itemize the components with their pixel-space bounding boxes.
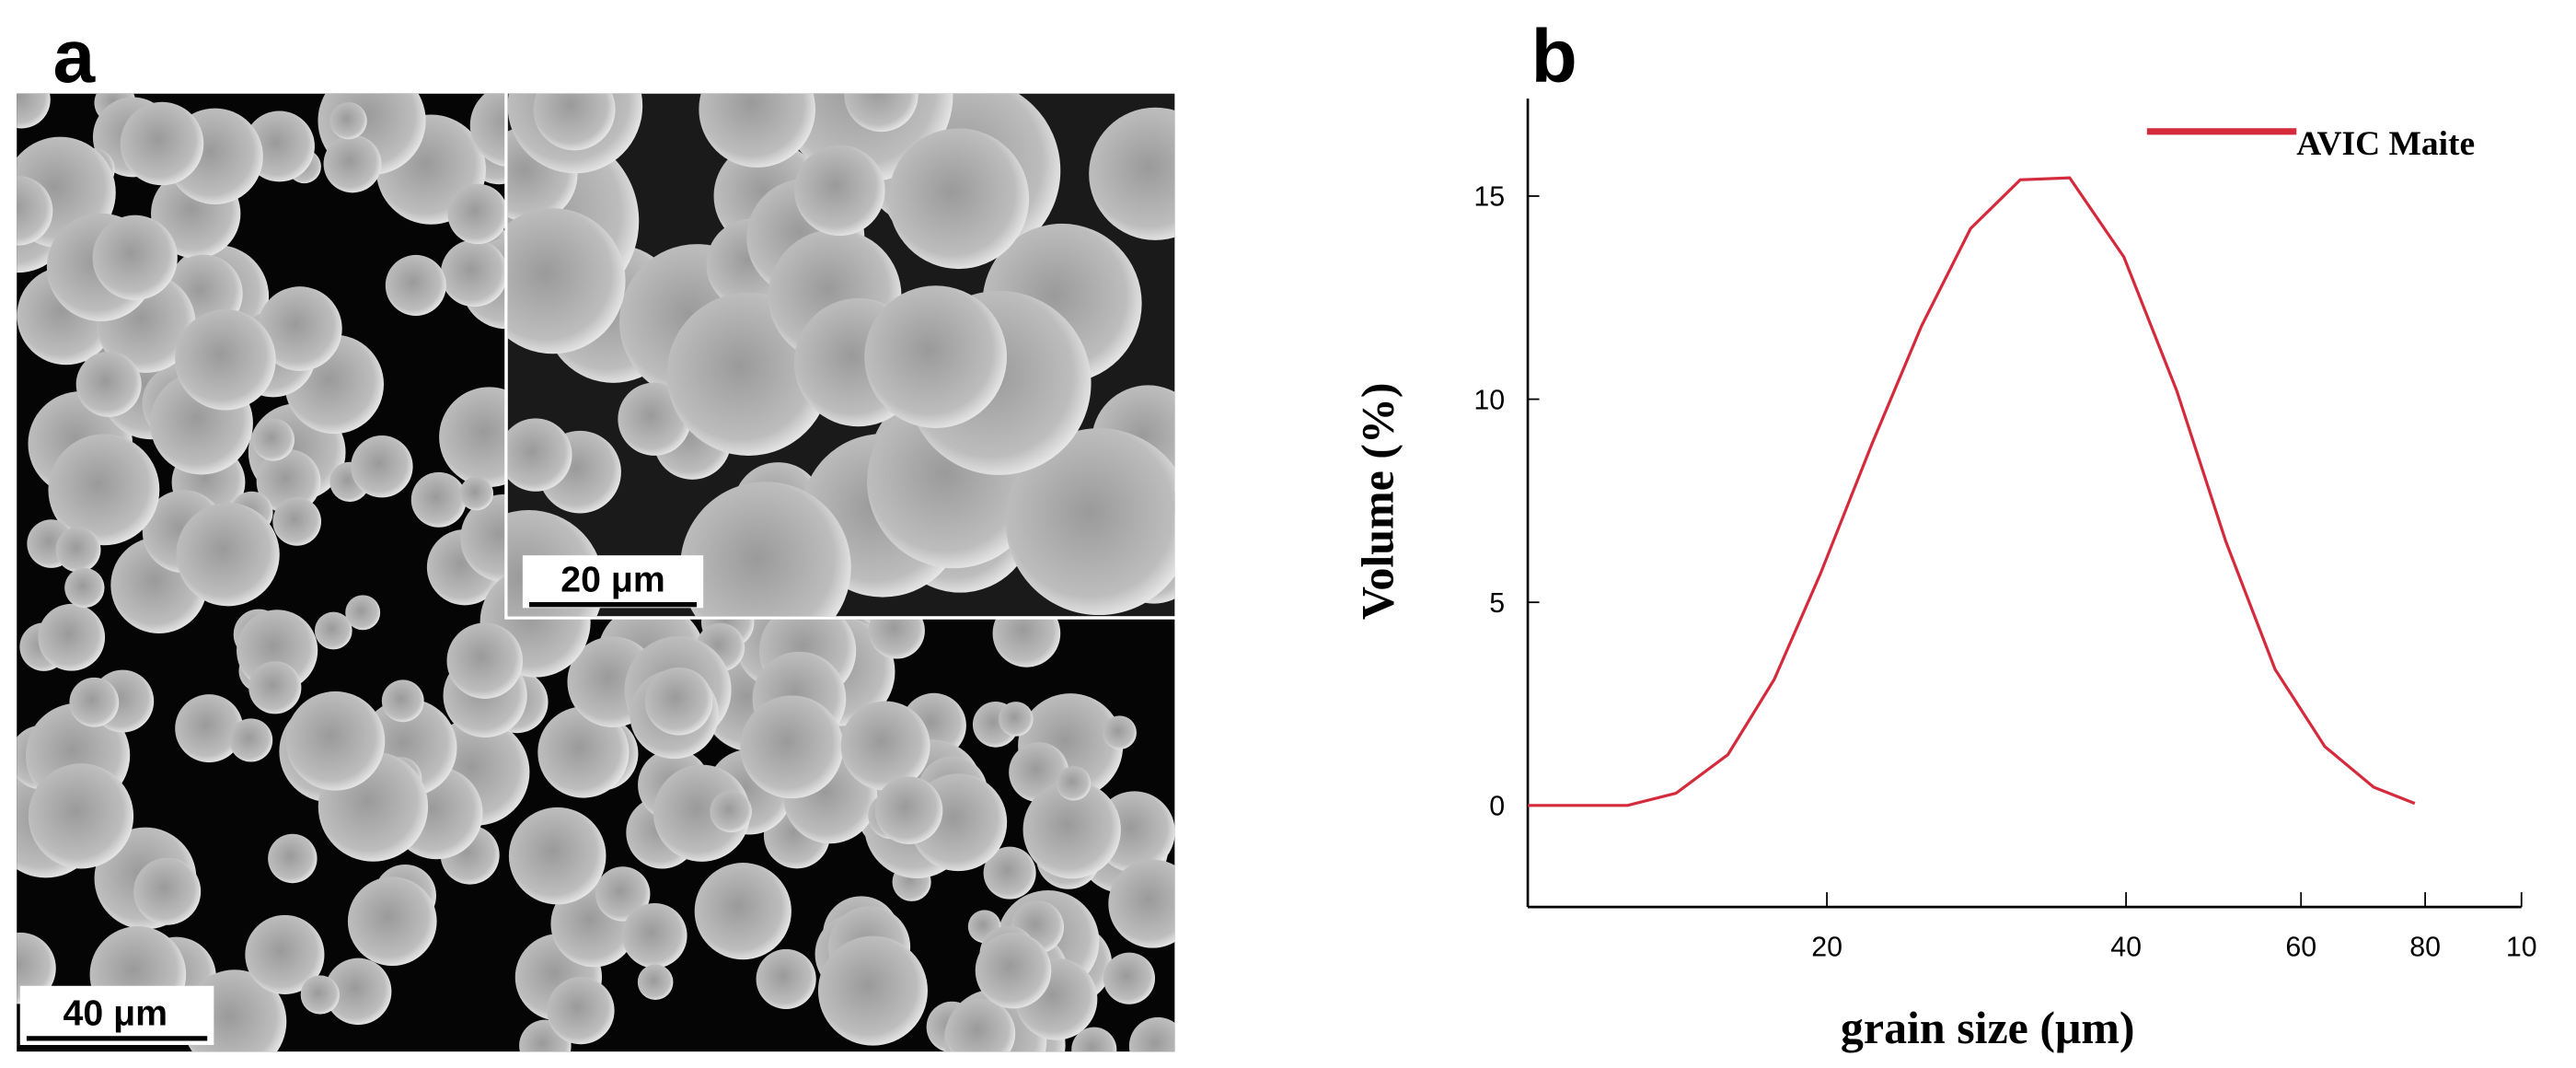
particle: [710, 790, 752, 833]
particle: [410, 471, 467, 528]
particle: [17, 93, 51, 129]
particle: [347, 876, 437, 966]
particle: [547, 977, 615, 1045]
particle: [644, 667, 713, 736]
particle: [92, 215, 178, 300]
particle: [175, 308, 276, 411]
particle: [325, 958, 392, 1026]
scale-bar-box: [19, 985, 214, 1046]
particle: [300, 975, 340, 1015]
particle: [329, 102, 367, 140]
particle: [653, 764, 751, 862]
particle: [1056, 766, 1092, 801]
particle: [595, 866, 651, 922]
particle: [256, 449, 321, 514]
particle: [508, 807, 606, 905]
particle: [323, 134, 382, 193]
particle: [64, 567, 105, 609]
particle: [248, 661, 302, 714]
x-tick-label: 60: [2285, 933, 2316, 963]
particle: [28, 763, 134, 869]
particle: [844, 93, 918, 133]
particle: [888, 128, 1030, 270]
legend-label: AVIC Maite: [2296, 125, 2475, 163]
particle: [351, 435, 413, 498]
particle: [507, 418, 572, 492]
particle: [314, 611, 352, 650]
x-tick-label: 80: [2409, 933, 2441, 963]
particle: [945, 998, 1016, 1052]
y-tick-label: 15: [1473, 182, 1505, 213]
particle: [459, 476, 494, 511]
particle: [1005, 428, 1175, 616]
particle: [694, 863, 791, 960]
data-line: [1528, 176, 2416, 807]
chart: 0 5 10 15 20 40 60 80 10 AVIC Maite: [1473, 99, 2537, 963]
y-axis-label: Volume (%): [1352, 382, 1404, 620]
panel-label: a: [52, 15, 96, 99]
particle: [75, 351, 142, 417]
particle: [69, 677, 120, 727]
scale-bar-label: 40 μm: [64, 993, 167, 1034]
particle: [817, 935, 929, 1046]
particle: [252, 418, 295, 461]
particle: [680, 482, 851, 617]
y-tick-label: 5: [1489, 588, 1505, 619]
particle: [874, 776, 943, 844]
y-tick-label: 10: [1473, 385, 1505, 415]
particle: [285, 691, 386, 791]
particle: [38, 603, 106, 671]
particle: [998, 702, 1034, 737]
x-tick-label: 20: [1811, 933, 1842, 963]
particle: [794, 145, 885, 237]
particle: [120, 101, 204, 186]
x-axis-label: grain size (μm): [1841, 1002, 2135, 1053]
inset-particles: [507, 93, 1175, 617]
panel-label: b: [1531, 15, 1577, 99]
particle: [245, 914, 325, 994]
particle: [1103, 952, 1156, 1004]
particle: [17, 176, 53, 246]
particle: [507, 208, 626, 354]
scale-bar-box: [522, 555, 704, 609]
particle: [1071, 1027, 1117, 1052]
particle: [176, 503, 280, 607]
particle: [537, 706, 630, 798]
scale-bar-label: 20 μm: [560, 559, 664, 599]
particle: [1128, 1016, 1175, 1052]
particle: [133, 857, 202, 925]
particle: [1103, 715, 1137, 750]
particle: [229, 718, 273, 762]
particle: [447, 183, 508, 245]
particle: [175, 694, 244, 763]
particle: [983, 846, 1036, 900]
particle: [48, 434, 160, 546]
x-tick-label: 40: [2110, 933, 2142, 963]
particle: [699, 93, 815, 168]
particle: [740, 695, 844, 799]
particle: [345, 595, 381, 631]
x-tick-label: 10: [2506, 933, 2537, 963]
particle: [257, 286, 342, 371]
particle: [756, 948, 816, 1010]
particle: [1022, 780, 1121, 879]
particle: [637, 964, 674, 1000]
particle: [55, 527, 101, 573]
particle: [622, 902, 687, 969]
particle: [1089, 107, 1175, 240]
particle: [1108, 859, 1175, 948]
particle: [268, 833, 318, 884]
particle: [385, 254, 446, 316]
particle: [440, 239, 508, 308]
particle: [840, 701, 930, 791]
particle: [533, 93, 616, 151]
particle: [975, 932, 1052, 1009]
particle: [446, 622, 524, 699]
y-tick-label: 0: [1489, 792, 1505, 822]
particle: [272, 497, 322, 546]
particle: [864, 285, 1008, 428]
particle: [381, 679, 424, 723]
